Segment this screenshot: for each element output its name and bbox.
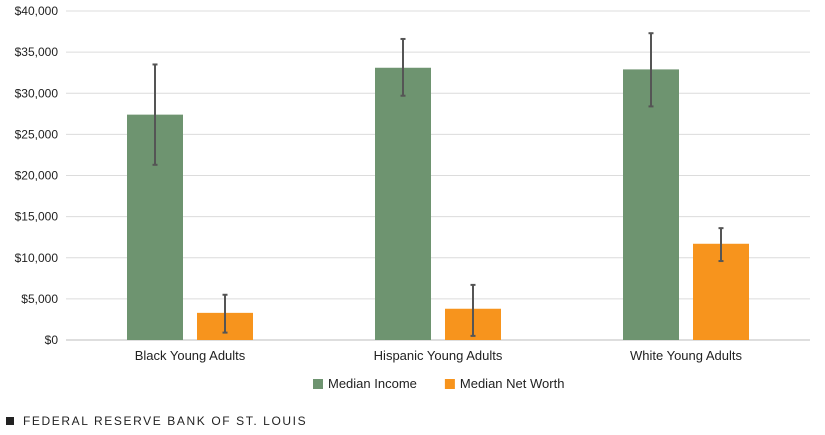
bar	[375, 67, 431, 340]
y-tick-label: $30,000	[15, 86, 59, 100]
y-tick-label: $0	[45, 333, 59, 347]
x-tick-label: White Young Adults	[630, 348, 743, 363]
legend-label: Median Net Worth	[460, 376, 565, 391]
y-tick-label: $15,000	[15, 210, 59, 224]
legend-swatch	[313, 379, 323, 389]
bar	[623, 69, 679, 341]
x-tick-label: Black Young Adults	[135, 348, 246, 363]
y-tick-label: $20,000	[15, 169, 59, 183]
y-tick-label: $5,000	[21, 292, 58, 306]
y-tick-label: $10,000	[15, 251, 59, 265]
y-tick-label: $25,000	[15, 127, 59, 141]
x-tick-label: Hispanic Young Adults	[374, 348, 503, 363]
legend-label: Median Income	[328, 376, 417, 391]
y-tick-label: $40,000	[15, 4, 59, 18]
footer-square-icon	[6, 417, 14, 425]
source-label: FEDERAL RESERVE BANK OF ST. LOUIS	[23, 414, 308, 428]
y-tick-label: $35,000	[15, 45, 59, 59]
footer: FEDERAL RESERVE BANK OF ST. LOUIS	[6, 414, 307, 428]
legend-swatch	[444, 379, 455, 389]
